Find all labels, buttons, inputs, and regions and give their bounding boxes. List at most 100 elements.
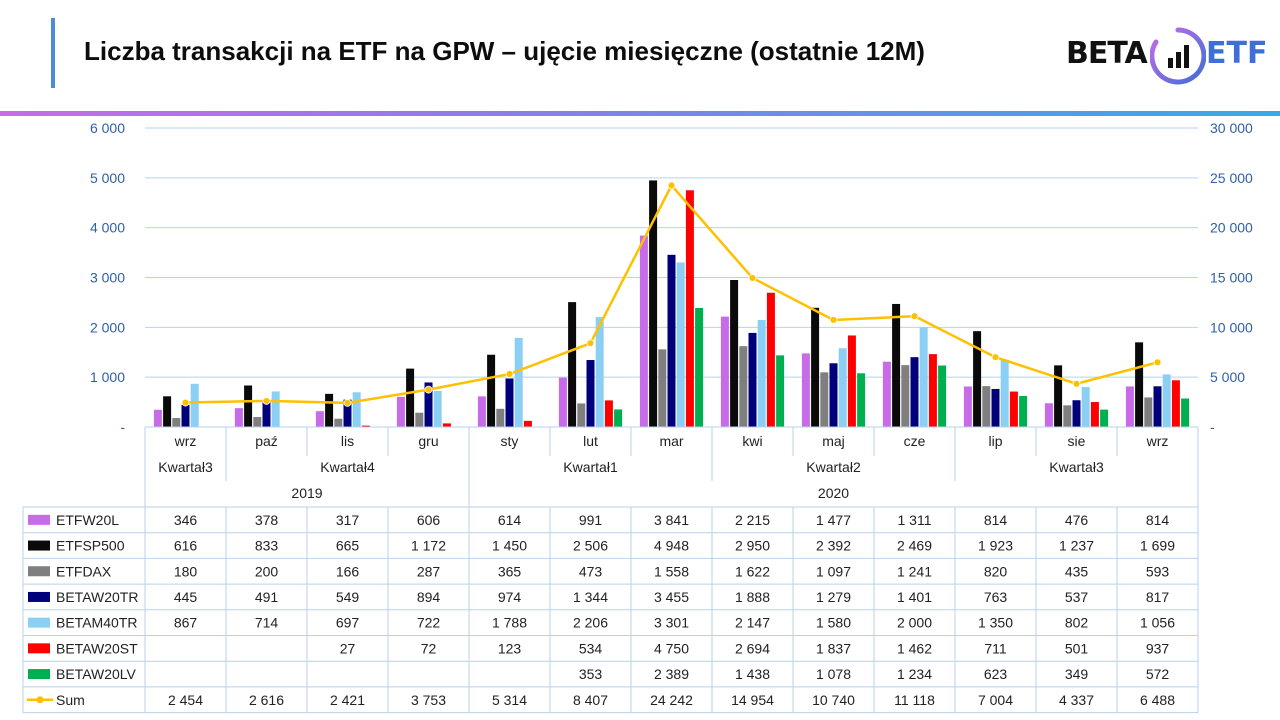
y-left-tick-label: 6 000 (90, 120, 125, 136)
category-label: maj (822, 433, 845, 449)
legend-label: BETAW20TR (56, 589, 138, 605)
year-label: 2019 (291, 485, 322, 501)
bar (776, 355, 785, 427)
bar (1135, 342, 1144, 427)
data-cell: 1 699 (1140, 538, 1175, 554)
data-cell: 8 407 (573, 692, 608, 708)
sum-point (829, 316, 838, 324)
data-cell: 814 (1146, 512, 1170, 528)
data-cell: 593 (1146, 563, 1170, 579)
data-cell: 3 301 (654, 615, 689, 631)
bar (568, 302, 577, 427)
bar (163, 396, 172, 427)
bar (1000, 359, 1009, 427)
bar (595, 317, 604, 427)
bar (1054, 365, 1063, 427)
bar (1081, 387, 1090, 427)
bar (901, 365, 910, 427)
legend-label: BETAW20LV (56, 666, 137, 682)
gradient-divider (0, 111, 1280, 116)
quarter-label: Kwartał3 (158, 459, 213, 475)
legend-label: ETFDAX (56, 563, 112, 579)
data-cell: 2 469 (897, 538, 932, 554)
data-cell: 697 (336, 615, 360, 631)
data-cell: 614 (498, 512, 522, 528)
y-right-tick-label: 30 000 (1210, 120, 1253, 136)
logo-chart-icon (1150, 27, 1206, 85)
bar (801, 353, 810, 427)
bar (253, 417, 262, 427)
bar (352, 392, 361, 427)
data-cell: 1 622 (735, 563, 770, 579)
data-cell: 5 314 (492, 692, 527, 708)
bar (505, 378, 514, 427)
data-cell: 1 837 (816, 640, 851, 656)
sum-point (181, 398, 190, 407)
bar (667, 254, 676, 427)
data-cell: 3 455 (654, 589, 689, 605)
data-cell: 378 (255, 512, 279, 528)
bar (882, 361, 891, 427)
y-left-tick-label: 5 000 (90, 170, 125, 186)
bar (766, 292, 775, 427)
data-cell: 473 (579, 563, 603, 579)
data-cell: 1 580 (816, 615, 851, 631)
data-cell: 623 (984, 666, 1008, 682)
y-right-tick-label: 20 000 (1210, 220, 1253, 236)
data-cell: 616 (174, 538, 198, 554)
data-cell: 1 558 (654, 563, 689, 579)
data-cell: 711 (984, 640, 1007, 656)
data-cell: 445 (174, 589, 198, 605)
sum-point (991, 353, 1000, 362)
bar (153, 409, 162, 427)
sum-point (1072, 379, 1081, 388)
category-label: lis (341, 433, 354, 449)
legend-swatch (28, 617, 50, 628)
data-cell: 7 004 (978, 692, 1013, 708)
bar (991, 388, 1000, 427)
data-cell: 2 147 (735, 615, 770, 631)
data-cell: 894 (417, 589, 441, 605)
data-cell: 2 454 (168, 692, 203, 708)
data-cell: 974 (498, 589, 522, 605)
data-cell: 200 (255, 563, 279, 579)
data-cell: 606 (417, 512, 441, 528)
data-cell: 722 (417, 615, 441, 631)
bar (1072, 400, 1081, 427)
bar (973, 331, 982, 427)
bar (811, 307, 820, 427)
bar (172, 418, 181, 427)
bar (614, 409, 623, 427)
category-label: mar (659, 433, 683, 449)
bar (361, 425, 370, 427)
sum-point (910, 312, 919, 321)
legend-label: Sum (56, 692, 85, 708)
bar (857, 373, 866, 427)
bar (514, 337, 523, 427)
data-cell: 867 (174, 615, 198, 631)
bar (396, 396, 405, 427)
bar (1019, 395, 1028, 427)
bar (477, 396, 486, 427)
legend-swatch (28, 643, 50, 654)
bar (523, 420, 532, 427)
data-cell: 820 (984, 563, 1008, 579)
data-cell: 166 (336, 563, 360, 579)
y-right-tick-label: - (1210, 419, 1215, 435)
data-cell: 2 616 (249, 692, 284, 708)
data-cell: 665 (336, 538, 360, 554)
bar (748, 332, 757, 427)
data-cell: 1 078 (816, 666, 851, 682)
data-cell: 317 (336, 512, 360, 528)
data-cell: 1 097 (816, 563, 851, 579)
data-cell: 6 488 (1140, 692, 1175, 708)
bar (1181, 398, 1190, 427)
bar (829, 363, 838, 427)
bar (639, 235, 648, 427)
sum-point (1153, 358, 1162, 367)
data-cell: 10 740 (812, 692, 855, 708)
data-cell: 1 172 (411, 538, 446, 554)
data-cell: 534 (579, 640, 603, 656)
bar (1144, 397, 1153, 427)
category-label: gru (418, 433, 438, 449)
